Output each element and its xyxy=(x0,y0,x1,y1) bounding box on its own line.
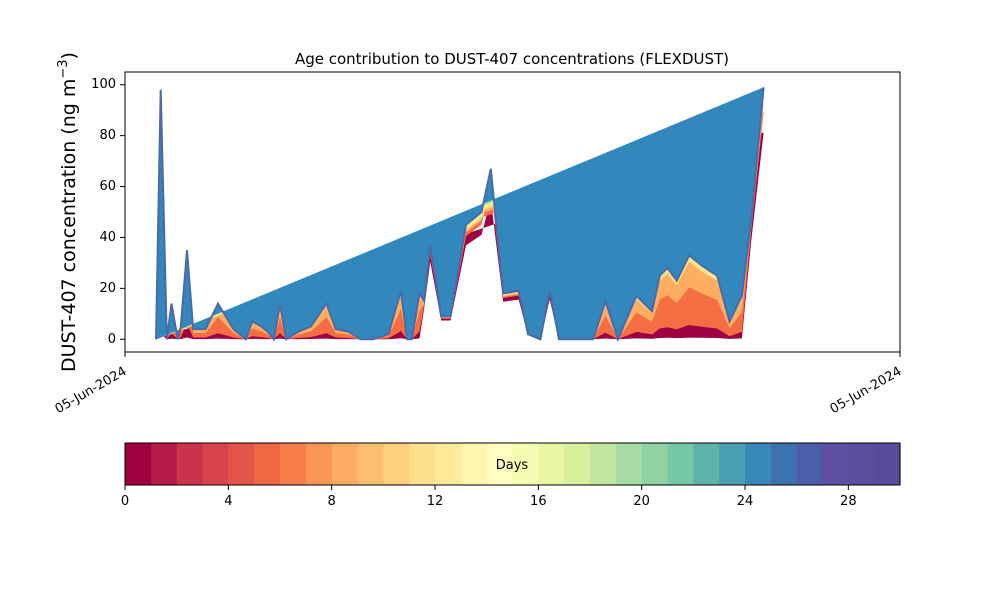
colorbar-segment xyxy=(460,443,488,485)
colorbar-segment xyxy=(590,443,617,485)
y-tick-label: 40 xyxy=(99,230,116,245)
colorbar-segment xyxy=(874,443,901,485)
y-axis-ticks: 0 20 40 60 80 100 xyxy=(91,77,125,347)
colorbar-segment xyxy=(409,443,436,485)
colorbar-segment xyxy=(357,443,384,485)
y-tick-label: 0 xyxy=(108,332,116,347)
y-tick-label: 80 xyxy=(99,128,116,143)
colorbar xyxy=(125,443,901,485)
y-axis-label: DUST-407 concentration (ng m−3) xyxy=(56,52,80,372)
colorbar-segment xyxy=(693,443,720,485)
colorbar-tick-label: 28 xyxy=(840,494,857,509)
colorbar-segment xyxy=(305,443,333,485)
colorbar-segment xyxy=(667,443,694,485)
y-tick-label: 20 xyxy=(99,281,116,296)
colorbar-segment xyxy=(486,443,514,485)
colorbar-segment xyxy=(383,443,410,485)
age-band-area-7 xyxy=(156,87,764,340)
total-concentration-line xyxy=(155,87,765,343)
y-axis-label-main: DUST-407 concentration (ng m xyxy=(58,79,80,372)
colorbar-segment xyxy=(796,443,824,485)
colorbar-segment xyxy=(848,443,875,485)
plot-frame xyxy=(124,71,901,353)
colorbar-segment xyxy=(125,443,152,485)
colorbar-segment xyxy=(538,443,565,485)
colorbar-segment xyxy=(280,443,307,485)
colorbar-segment xyxy=(822,443,849,485)
colorbar-tick-label: 12 xyxy=(427,494,444,509)
colorbar-segment xyxy=(435,443,462,485)
chart-title: Age contribution to DUST-407 concentrati… xyxy=(295,50,729,68)
colorbar-tick-label: 8 xyxy=(328,494,336,509)
colorbar-segment xyxy=(331,443,359,485)
stacked-area-layers xyxy=(156,87,764,340)
colorbar-segment xyxy=(615,443,643,485)
colorbar-tick-label: 16 xyxy=(530,494,547,509)
y-axis-label-close: ) xyxy=(58,52,80,59)
y-axis-label-exponent: −3 xyxy=(56,59,71,78)
colorbar-tick-label: 24 xyxy=(737,494,754,509)
colorbar-segment xyxy=(176,443,204,485)
colorbar-segment xyxy=(150,443,178,485)
colorbar-tick-label: 20 xyxy=(633,494,650,509)
colorbar-segment xyxy=(770,443,798,485)
colorbar-ticks: 0 4 8 12 16 20 24 28 xyxy=(121,485,857,509)
colorbar-segment xyxy=(254,443,281,485)
y-tick-label: 100 xyxy=(91,77,116,92)
colorbar-segment xyxy=(202,443,229,485)
colorbar-label: Days xyxy=(496,458,529,473)
colorbar-tick-label: 0 xyxy=(121,494,129,509)
colorbar-segment xyxy=(719,443,746,485)
colorbar-segment xyxy=(641,443,669,485)
colorbar-segment xyxy=(564,443,591,485)
colorbar-frame xyxy=(124,442,901,486)
x-tick-label-end: 05-Jun-2024 xyxy=(828,364,905,417)
colorbar-segment xyxy=(228,443,255,485)
colorbar-segment xyxy=(745,443,772,485)
y-tick-label: 60 xyxy=(99,179,116,194)
colorbar-tick-label: 4 xyxy=(224,494,232,509)
colorbar-segment xyxy=(512,443,539,485)
